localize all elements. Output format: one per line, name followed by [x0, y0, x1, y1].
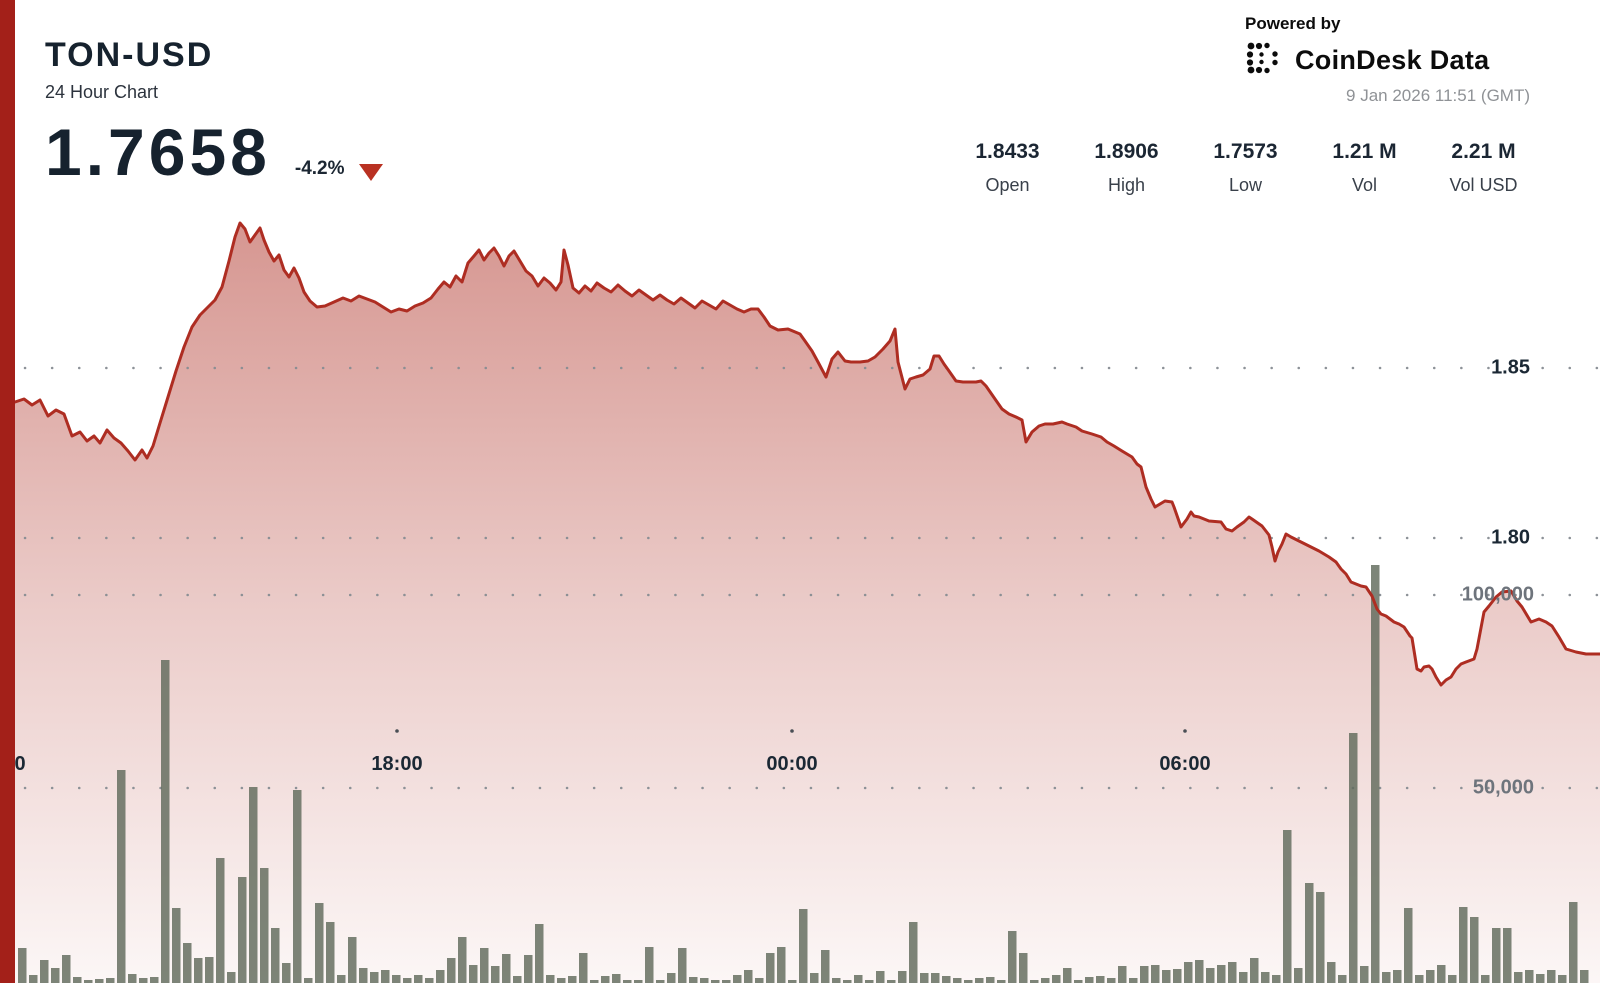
stat-value: 1.21 M [1332, 140, 1397, 163]
price-change-percent: -4.2% [294, 158, 345, 179]
stats-row: 1.8433 Open 1.8906 High 1.7573 Low 1.21 … [948, 140, 1543, 196]
price-area-fill [15, 223, 1600, 983]
stat-value: 2.21 M [1451, 140, 1516, 163]
volume-bars [18, 565, 1589, 983]
stat-label: Vol USD [1449, 175, 1518, 195]
coindesk-brand-text: CoinDesk Data [1295, 44, 1490, 75]
stat-value: 1.8906 [1094, 140, 1159, 163]
price-row: 1.7658 -4.2% [45, 119, 383, 185]
stat-value: 1.8433 [975, 140, 1040, 163]
stat-value: 1.7573 [1213, 140, 1278, 163]
stat-volume: 1.21 M Vol [1305, 140, 1424, 196]
symbol-title: TON-USD [45, 36, 214, 74]
stat-volume-usd: 2.21 M Vol USD [1424, 140, 1543, 196]
stat-label: Vol [1351, 175, 1378, 195]
stat-low: 1.7573 Low [1186, 140, 1305, 196]
down-triangle-icon [358, 164, 383, 181]
coindesk-brand-link[interactable]: CoinDesk Data [1245, 41, 1530, 79]
price-line [13, 221, 1600, 687]
powered-by-label: Powered by [1245, 14, 1341, 33]
coindesk-logo-icon [1245, 41, 1287, 79]
chart-header: TON-USD 24 Hour Chart 1.7658 -4.2% [45, 36, 383, 185]
stat-label: Open [985, 175, 1030, 195]
stat-label: Low [1228, 175, 1263, 195]
chart-timestamp: 9 Jan 2026 11:51 (GMT) [1346, 86, 1530, 105]
left-accent-bar [0, 0, 15, 983]
current-price: 1.7658 [45, 115, 271, 189]
stat-label: High [1107, 175, 1146, 195]
stat-open: 1.8433 Open [948, 140, 1067, 196]
stat-high: 1.8906 High [1067, 140, 1186, 196]
x-axis-tick-dots [395, 729, 1187, 733]
attribution-block: Powered by CoinDesk Data 9 Jan 2026 11:5… [1245, 14, 1530, 106]
chart-subtitle: 24 Hour Chart [45, 82, 159, 102]
